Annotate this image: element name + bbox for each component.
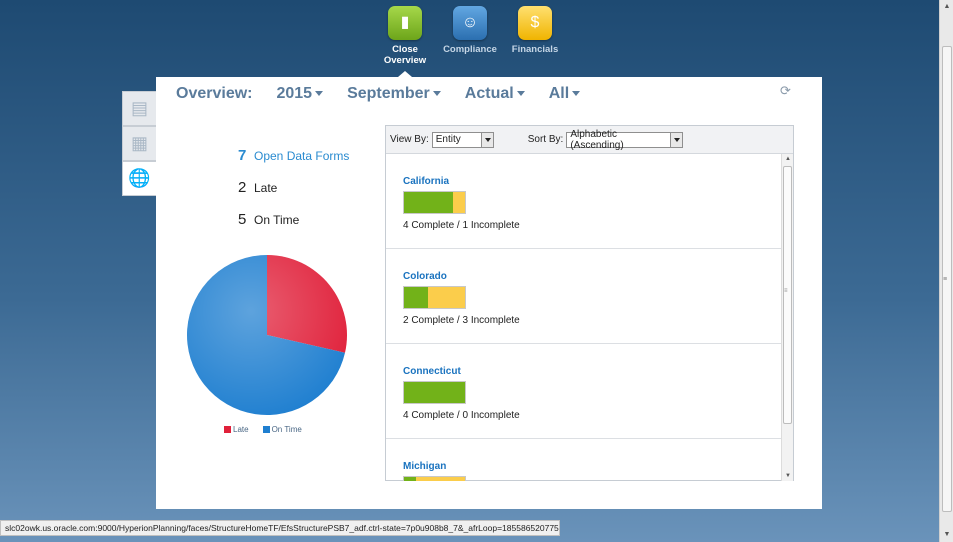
on-time-count: 5 xyxy=(238,211,247,228)
chevron-down-icon xyxy=(315,91,324,97)
document-icon: ▤ xyxy=(130,98,148,118)
legend-late-label: Late xyxy=(233,425,249,434)
on-time-count-row: 5 On Time xyxy=(238,211,349,243)
nav-compliance-label: Compliance xyxy=(443,44,497,55)
side-tab-documents[interactable]: ▤ xyxy=(122,91,156,126)
completion-bar xyxy=(403,381,466,404)
completion-bar xyxy=(403,476,466,481)
entity-list-panel: View By: Entity Sort By: Alphabetic (Asc… xyxy=(385,125,794,481)
scenario-selector[interactable]: Actual xyxy=(465,85,525,103)
nav-close-overview[interactable]: ▮ Close Overview xyxy=(375,6,435,66)
active-nav-caret xyxy=(398,71,412,77)
users-icon: ☺ xyxy=(453,6,487,40)
refresh-icon[interactable]: ⟳ xyxy=(780,83,791,98)
late-label: Late xyxy=(254,181,278,195)
nav-close-overview-label-line1: Close xyxy=(392,44,418,55)
chevron-down-icon xyxy=(432,91,441,97)
pie-shine xyxy=(187,255,347,415)
chevron-down-icon xyxy=(670,132,683,147)
view-by-label: View By: xyxy=(390,134,429,145)
scrollbar-grip-icon: ≡ xyxy=(943,276,948,283)
side-tab-globe[interactable]: 🌐 xyxy=(122,161,156,196)
pie-legend: Late On Time xyxy=(224,425,316,434)
completion-bar xyxy=(403,191,466,214)
filter-value: All xyxy=(548,85,570,102)
scroll-up-icon[interactable]: ▲ xyxy=(785,156,791,162)
entity-list-toolbar: View By: Entity Sort By: Alphabetic (Asc… xyxy=(386,126,793,154)
sort-by-value: Alphabetic (Ascending) xyxy=(570,128,624,151)
completion-status: 2 Complete / 3 Incomplete xyxy=(403,315,520,326)
globe-icon: 🌐 xyxy=(128,168,151,188)
chevron-down-icon xyxy=(516,91,525,97)
nav-financials[interactable]: $ Financials xyxy=(505,6,565,66)
completion-status: 4 Complete / 1 Incomplete xyxy=(403,220,520,231)
legend-late-swatch xyxy=(224,426,231,433)
view-by-select[interactable]: Entity xyxy=(431,131,494,148)
filter-selector[interactable]: All xyxy=(548,85,581,103)
legend-late: Late xyxy=(224,425,249,434)
scroll-up-icon[interactable]: ▲ xyxy=(943,3,951,10)
open-data-forms-label: Open Data Forms xyxy=(254,149,350,163)
late-count-row: 2 Late xyxy=(238,179,349,211)
year-value: 2015 xyxy=(276,85,313,102)
completion-bar-fill xyxy=(404,477,417,481)
side-tabs: ▤ ▦ 🌐 xyxy=(122,91,156,196)
open-data-forms-link[interactable]: 7 Open Data Forms xyxy=(238,147,349,179)
scroll-down-icon[interactable]: ▼ xyxy=(785,473,791,479)
scrollbar-thumb[interactable] xyxy=(783,166,792,424)
list-item: California 4 Complete / 1 Incomplete xyxy=(386,154,781,249)
chevron-down-icon xyxy=(480,132,493,147)
completion-bar-fill xyxy=(404,382,465,403)
list-item: Michigan xyxy=(386,439,781,481)
completion-bar xyxy=(403,286,466,309)
grid-icon: ▦ xyxy=(130,133,148,153)
scenario-value: Actual xyxy=(464,85,514,102)
nav-financials-label: Financials xyxy=(511,44,559,55)
scroll-down-icon[interactable]: ▼ xyxy=(943,531,951,538)
overview-panel: Overview: 2015 September Actual All ⟳ 7 … xyxy=(156,77,822,509)
view-by-value: Entity xyxy=(435,134,461,145)
book-icon: ▮ xyxy=(388,6,422,40)
completion-bar-fill xyxy=(404,287,429,308)
browser-status-bar: slc02owk.us.oracle.com:9000/HyperionPlan… xyxy=(0,520,560,536)
window-scrollbar[interactable]: ▲ ≡ ▼ xyxy=(939,0,953,542)
form-counts: 7 Open Data Forms 2 Late 5 On Time xyxy=(238,147,349,243)
scrollbar-grip-icon: ≡ xyxy=(784,288,788,294)
overview-label: Overview: xyxy=(176,85,253,102)
nav-close-overview-label-line2: Overview xyxy=(383,55,427,66)
entity-name-link[interactable]: Connecticut xyxy=(403,366,461,377)
on-time-label: On Time xyxy=(254,213,300,227)
year-selector[interactable]: 2015 xyxy=(276,85,324,103)
top-navigation: ▮ Close Overview ☺ Compliance $ Financial… xyxy=(375,6,570,66)
chevron-down-icon xyxy=(572,91,581,97)
late-count: 2 xyxy=(238,179,247,196)
money-bag-icon: $ xyxy=(518,6,552,40)
legend-on-time-swatch xyxy=(262,426,270,433)
entity-name-link[interactable]: Michigan xyxy=(403,461,447,472)
entity-name-link[interactable]: California xyxy=(403,176,450,187)
entity-list: California 4 Complete / 1 Incomplete Col… xyxy=(386,154,781,481)
sort-by-select[interactable]: Alphabetic (Ascending) xyxy=(566,128,684,151)
window-scrollbar-thumb[interactable] xyxy=(942,46,952,512)
entity-list-scrollbar[interactable]: ▲ ≡ ▼ xyxy=(781,154,793,481)
legend-on-time-label: On Time xyxy=(271,425,302,434)
overview-header: Overview: 2015 September Actual All xyxy=(176,85,604,103)
entity-name-link[interactable]: Colorado xyxy=(403,271,447,282)
sort-by-label: Sort By: xyxy=(527,134,564,145)
completion-bar-fill xyxy=(404,192,453,213)
legend-on-time: On Time xyxy=(262,425,302,434)
side-tab-grid[interactable]: ▦ xyxy=(122,126,156,161)
period-selector[interactable]: September xyxy=(347,85,441,103)
period-value: September xyxy=(347,85,430,102)
status-pie-chart xyxy=(187,255,347,415)
list-item: Colorado 2 Complete / 3 Incomplete xyxy=(386,249,781,344)
nav-compliance[interactable]: ☺ Compliance xyxy=(440,6,500,66)
open-data-forms-count: 7 xyxy=(238,147,247,164)
completion-status: 4 Complete / 0 Incomplete xyxy=(403,410,520,421)
list-item: Connecticut 4 Complete / 0 Incomplete xyxy=(386,344,781,439)
